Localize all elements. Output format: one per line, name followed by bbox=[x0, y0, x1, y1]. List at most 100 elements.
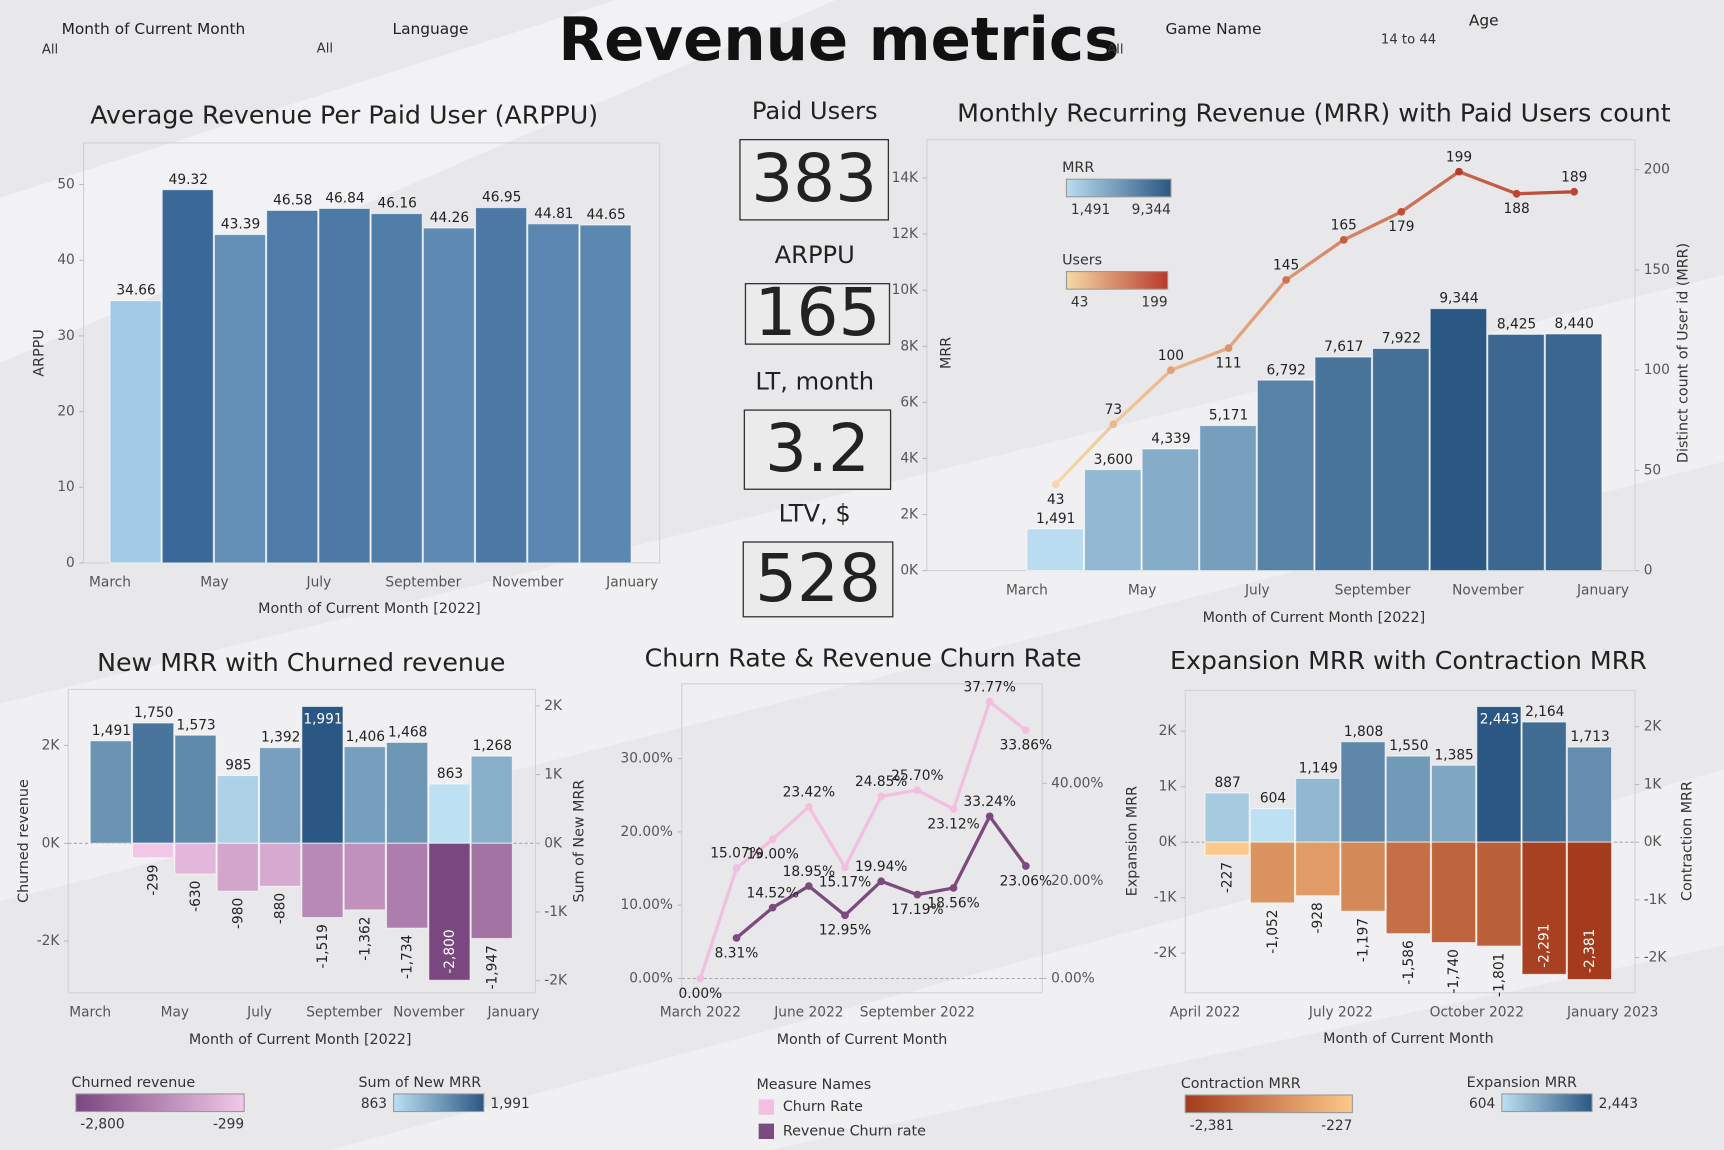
legend-max: 1,991 bbox=[490, 1096, 529, 1112]
data-label: 604 bbox=[1260, 791, 1286, 807]
data-label: 5,171 bbox=[1209, 408, 1248, 424]
y2-tick-label: 0 bbox=[1644, 563, 1653, 579]
legend-swatch bbox=[758, 1099, 775, 1115]
data-label: 34.66 bbox=[116, 283, 155, 299]
filter-label: Language bbox=[393, 20, 469, 38]
point bbox=[985, 697, 994, 706]
data-label: 23.42% bbox=[783, 785, 835, 801]
point bbox=[841, 911, 849, 920]
x-tick-label: May bbox=[161, 1005, 189, 1021]
x-tick-label: July 2022 bbox=[1308, 1005, 1373, 1021]
y-axis-label: Expansion MRR bbox=[1124, 786, 1140, 896]
point bbox=[949, 884, 958, 892]
data-label: 46.58 bbox=[273, 193, 312, 209]
bar bbox=[174, 842, 217, 875]
point bbox=[696, 974, 705, 983]
bar bbox=[216, 842, 259, 892]
data-label: -630 bbox=[188, 881, 204, 912]
point bbox=[1455, 167, 1463, 176]
kpi-box bbox=[739, 138, 890, 221]
y-axis-label: MRR bbox=[939, 337, 955, 369]
legend-color-ramp bbox=[1065, 178, 1172, 198]
filter-value[interactable]: All bbox=[42, 42, 58, 57]
data-label: 12.95% bbox=[819, 923, 871, 939]
legend-min: -2,800 bbox=[80, 1117, 124, 1133]
data-label: 1,991 bbox=[303, 712, 342, 728]
data-label: 18.56% bbox=[927, 895, 979, 911]
y-tick-label: 12K bbox=[892, 226, 919, 242]
point bbox=[841, 863, 849, 872]
legend-color-ramp bbox=[1184, 1094, 1353, 1114]
legend-swatch bbox=[758, 1123, 775, 1140]
bar bbox=[1372, 347, 1430, 572]
bar bbox=[258, 747, 302, 844]
y2-tick-label: 50 bbox=[1644, 462, 1661, 478]
filter-label: Age bbox=[1469, 11, 1499, 29]
point bbox=[1167, 366, 1175, 374]
data-label: 8,425 bbox=[1497, 316, 1536, 332]
legend-title: Churned revenue bbox=[72, 1075, 196, 1091]
point bbox=[768, 835, 777, 844]
x-tick-label: July bbox=[1244, 582, 1270, 598]
data-label: 188 bbox=[1503, 201, 1529, 217]
data-label: 199 bbox=[1446, 149, 1472, 165]
y-tick-label: 8K bbox=[900, 338, 919, 354]
data-label: 8,440 bbox=[1555, 316, 1594, 332]
chart-title: Average Revenue Per Paid User (ARPPU) bbox=[90, 101, 598, 130]
data-label: 9,344 bbox=[1439, 291, 1478, 307]
bar bbox=[1249, 808, 1296, 843]
point bbox=[732, 934, 741, 942]
data-label: 111 bbox=[1215, 355, 1241, 371]
data-label: -227 bbox=[1220, 862, 1236, 893]
data-label: 1,268 bbox=[473, 738, 512, 754]
data-label: -1,197 bbox=[1356, 918, 1372, 962]
data-label: 33.86% bbox=[1000, 738, 1052, 754]
x-tick-label: March 2022 bbox=[660, 1005, 741, 1021]
bar bbox=[1026, 528, 1084, 572]
bar bbox=[475, 207, 528, 564]
data-label: 1,550 bbox=[1389, 738, 1428, 754]
data-label: -1,362 bbox=[357, 916, 373, 960]
point bbox=[913, 786, 922, 794]
data-label: 23.12% bbox=[927, 816, 979, 832]
bar bbox=[1199, 425, 1257, 572]
x-tick-label: March bbox=[69, 1005, 111, 1021]
bar bbox=[428, 783, 471, 844]
bar bbox=[1249, 841, 1296, 904]
x-tick-label: November bbox=[393, 1005, 465, 1021]
bar bbox=[266, 209, 319, 564]
y2-tick-label: 2K bbox=[544, 698, 563, 714]
line bbox=[698, 698, 1027, 980]
y-tick-label: 10K bbox=[892, 282, 919, 298]
kpi-value: 383 bbox=[751, 140, 877, 217]
legend-title: Users bbox=[1062, 253, 1102, 269]
kpi-label: LT, month bbox=[755, 368, 874, 396]
y2-tick-label: 100 bbox=[1644, 362, 1670, 378]
data-label: -980 bbox=[230, 898, 246, 929]
data-label: 6,792 bbox=[1266, 362, 1305, 378]
bar bbox=[1295, 841, 1341, 897]
bar bbox=[1385, 841, 1431, 935]
filter-value[interactable]: 14 to 44 bbox=[1381, 33, 1436, 48]
bar bbox=[258, 842, 302, 887]
y-tick-label: 0.00% bbox=[629, 970, 673, 986]
point bbox=[877, 877, 886, 886]
data-label: -2,381 bbox=[1582, 929, 1598, 973]
bar bbox=[216, 775, 259, 844]
y-tick-label: 4K bbox=[900, 450, 919, 466]
data-label: 73 bbox=[1105, 402, 1122, 418]
y2-tick-label: 0K bbox=[544, 835, 563, 851]
data-label: 19.00% bbox=[746, 847, 798, 863]
legend-max: -299 bbox=[213, 1117, 244, 1133]
bar bbox=[1476, 841, 1522, 947]
point bbox=[1512, 189, 1521, 198]
bar bbox=[1566, 841, 1613, 981]
filter-value[interactable]: All bbox=[1107, 42, 1123, 57]
kpi-value: 165 bbox=[755, 274, 881, 351]
bar bbox=[1204, 792, 1250, 843]
kpi-value: 528 bbox=[755, 540, 881, 617]
data-label: -1,052 bbox=[1265, 909, 1281, 953]
filter-value[interactable]: All bbox=[317, 41, 333, 56]
bar bbox=[1314, 356, 1373, 572]
legend-title: Expansion MRR bbox=[1467, 1075, 1577, 1091]
